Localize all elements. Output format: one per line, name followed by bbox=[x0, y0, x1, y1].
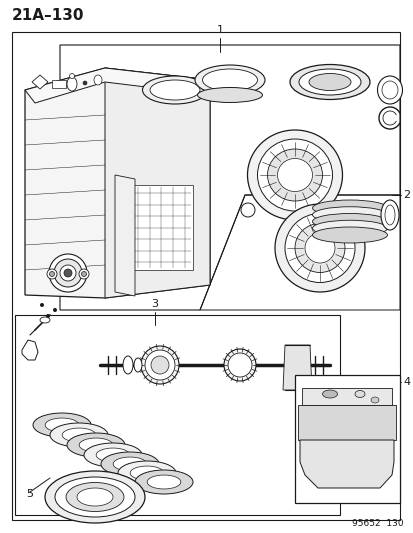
Ellipse shape bbox=[150, 80, 199, 100]
Ellipse shape bbox=[67, 77, 77, 91]
Ellipse shape bbox=[46, 314, 50, 318]
Ellipse shape bbox=[228, 353, 252, 377]
Ellipse shape bbox=[45, 418, 78, 432]
Polygon shape bbox=[299, 440, 393, 488]
Ellipse shape bbox=[377, 76, 401, 104]
Polygon shape bbox=[105, 68, 209, 298]
Ellipse shape bbox=[50, 423, 108, 447]
Ellipse shape bbox=[118, 461, 176, 485]
Ellipse shape bbox=[33, 413, 91, 437]
Bar bbox=[118, 185, 192, 270]
Ellipse shape bbox=[151, 356, 169, 374]
Polygon shape bbox=[25, 68, 209, 103]
Text: 5: 5 bbox=[26, 489, 33, 499]
Ellipse shape bbox=[298, 69, 360, 95]
Ellipse shape bbox=[384, 205, 394, 225]
Ellipse shape bbox=[113, 457, 147, 471]
Ellipse shape bbox=[84, 443, 142, 467]
Ellipse shape bbox=[294, 356, 304, 374]
Ellipse shape bbox=[202, 69, 257, 91]
Ellipse shape bbox=[123, 356, 133, 374]
Ellipse shape bbox=[267, 149, 322, 201]
Ellipse shape bbox=[247, 130, 342, 220]
Ellipse shape bbox=[81, 271, 86, 277]
Ellipse shape bbox=[67, 433, 125, 457]
Polygon shape bbox=[282, 345, 311, 390]
Text: 3: 3 bbox=[151, 299, 158, 309]
Polygon shape bbox=[115, 175, 135, 296]
Ellipse shape bbox=[312, 200, 387, 216]
Ellipse shape bbox=[257, 139, 332, 211]
Ellipse shape bbox=[223, 349, 255, 381]
Ellipse shape bbox=[142, 76, 207, 104]
Ellipse shape bbox=[79, 438, 113, 452]
Ellipse shape bbox=[312, 207, 387, 223]
Ellipse shape bbox=[294, 223, 344, 272]
Ellipse shape bbox=[77, 488, 113, 506]
Ellipse shape bbox=[50, 271, 55, 277]
Ellipse shape bbox=[79, 269, 89, 279]
Ellipse shape bbox=[130, 466, 164, 480]
Ellipse shape bbox=[49, 254, 87, 292]
Ellipse shape bbox=[147, 475, 180, 489]
Ellipse shape bbox=[145, 350, 175, 380]
Bar bbox=[294, 375, 399, 503]
Ellipse shape bbox=[53, 308, 57, 312]
Ellipse shape bbox=[141, 346, 178, 384]
Bar bbox=[52, 80, 66, 88]
Ellipse shape bbox=[101, 452, 159, 476]
Text: 1: 1 bbox=[216, 25, 223, 35]
Ellipse shape bbox=[66, 482, 124, 512]
Polygon shape bbox=[22, 340, 38, 360]
Ellipse shape bbox=[40, 317, 50, 323]
Polygon shape bbox=[32, 75, 48, 89]
Ellipse shape bbox=[64, 269, 72, 277]
Text: 95652  130: 95652 130 bbox=[351, 520, 403, 529]
Text: 4: 4 bbox=[402, 377, 409, 387]
Ellipse shape bbox=[308, 74, 350, 91]
Ellipse shape bbox=[135, 470, 192, 494]
Ellipse shape bbox=[197, 87, 262, 102]
Ellipse shape bbox=[45, 471, 145, 523]
Ellipse shape bbox=[240, 203, 254, 217]
Polygon shape bbox=[297, 405, 395, 440]
Ellipse shape bbox=[354, 391, 364, 398]
Ellipse shape bbox=[285, 358, 293, 372]
Ellipse shape bbox=[54, 259, 82, 287]
Ellipse shape bbox=[96, 448, 130, 462]
Ellipse shape bbox=[134, 358, 142, 372]
Ellipse shape bbox=[381, 81, 397, 99]
Ellipse shape bbox=[370, 397, 378, 403]
Ellipse shape bbox=[83, 81, 87, 85]
Ellipse shape bbox=[277, 158, 312, 191]
Ellipse shape bbox=[40, 303, 44, 307]
Ellipse shape bbox=[60, 265, 76, 281]
Ellipse shape bbox=[69, 74, 74, 78]
Ellipse shape bbox=[312, 214, 387, 230]
Ellipse shape bbox=[62, 428, 95, 442]
Ellipse shape bbox=[289, 64, 369, 100]
Ellipse shape bbox=[284, 214, 354, 282]
Ellipse shape bbox=[274, 204, 364, 292]
Ellipse shape bbox=[94, 75, 102, 85]
Ellipse shape bbox=[195, 65, 264, 95]
Ellipse shape bbox=[380, 200, 398, 230]
Ellipse shape bbox=[47, 269, 57, 279]
Text: 2: 2 bbox=[402, 190, 409, 200]
Text: 21A–130: 21A–130 bbox=[12, 9, 84, 23]
Ellipse shape bbox=[55, 477, 135, 517]
Ellipse shape bbox=[322, 390, 337, 398]
Polygon shape bbox=[25, 68, 209, 298]
Ellipse shape bbox=[312, 227, 387, 243]
Ellipse shape bbox=[304, 233, 334, 263]
Polygon shape bbox=[301, 388, 391, 405]
Ellipse shape bbox=[312, 220, 387, 236]
